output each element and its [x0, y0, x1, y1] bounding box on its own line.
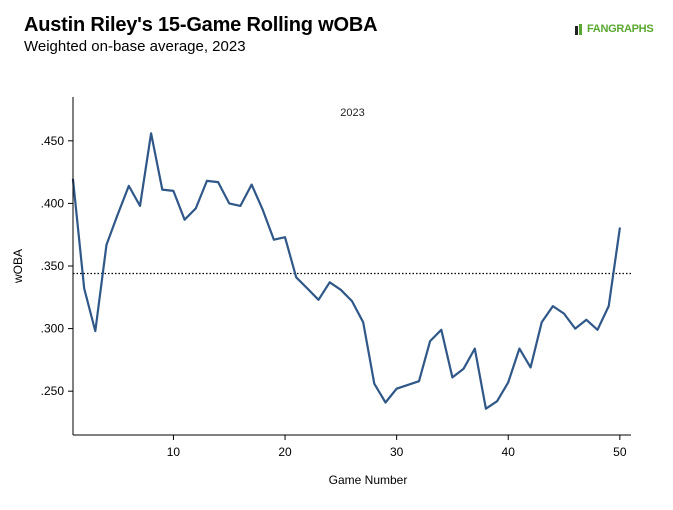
- chart-annotation: 2023: [340, 107, 364, 119]
- x-tick-label: 50: [613, 445, 627, 459]
- x-tick-label: 10: [167, 445, 181, 459]
- y-axis-label: wOBA: [11, 249, 25, 284]
- x-tick-label: 20: [278, 445, 292, 459]
- chart-title: Austin Riley's 15-Game Rolling wOBA: [24, 14, 378, 36]
- fangraphs-logo: FANGRAPHS: [575, 22, 654, 36]
- fangraphs-logo-icon: [575, 23, 586, 35]
- x-tick-label: 40: [502, 445, 516, 459]
- y-tick-label: .300: [41, 322, 65, 336]
- x-axis-ticks: 10 20 30 40 50: [167, 435, 627, 459]
- y-tick-label: .250: [41, 384, 65, 398]
- x-tick-label: 30: [390, 445, 404, 459]
- y-tick-label: .350: [41, 259, 65, 273]
- y-tick-label: .450: [41, 134, 65, 148]
- woba-series-line: [71, 132, 621, 410]
- y-axis-ticks: .250 .300 .350 .400 .450: [41, 134, 73, 398]
- fangraphs-logo-text: FANGRAPHS: [587, 23, 654, 35]
- chart-subtitle: Weighted on-base average, 2023: [24, 38, 246, 55]
- x-axis-label: Game Number: [329, 473, 408, 487]
- y-tick-label: .400: [41, 196, 65, 210]
